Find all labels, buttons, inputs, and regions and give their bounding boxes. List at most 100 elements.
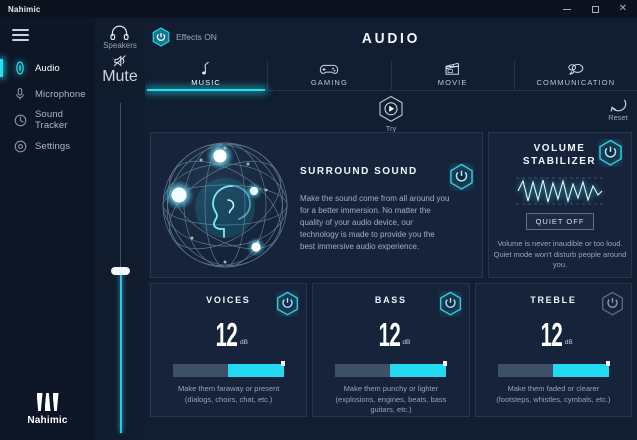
reset-arrow-icon <box>608 98 628 113</box>
voices-slider-fill <box>228 361 286 377</box>
treble-value: 12 <box>540 316 563 353</box>
voices-unit: dB <box>240 339 248 346</box>
page-title: AUDIO <box>361 30 421 47</box>
surround-title: SURROUND SOUND <box>300 165 418 177</box>
sidebar-item-microphone[interactable]: Microphone <box>0 81 95 107</box>
close-button[interactable]: ✕ <box>609 0 637 18</box>
treble-slider-track <box>497 364 553 377</box>
bass-value: 12 <box>378 316 400 353</box>
main-content: Effects ON AUDIO MUSIC GAMING <box>145 18 637 440</box>
try-label: Try <box>385 124 397 133</box>
voices-slider[interactable] <box>173 361 286 377</box>
try-button[interactable]: Try <box>378 95 404 133</box>
gamepad-icon <box>319 61 339 76</box>
tab-gaming[interactable]: GAMING <box>268 60 392 90</box>
sidebar: Audio Microphone Sound Tracker Settings <box>0 18 95 440</box>
panel-row-bottom: VOICES 12 dB Make them faraway or presen… <box>150 283 632 417</box>
treble-description: Make them faded or clearer (footsteps, w… <box>496 384 611 404</box>
tab-movie[interactable]: MOVIE <box>392 60 515 90</box>
reset-button[interactable]: Reset <box>608 98 628 122</box>
nahimic-logo-mark <box>36 393 59 411</box>
treble-unit: dB <box>564 339 573 346</box>
action-row: Try Reset <box>145 91 637 133</box>
quiet-mode-button[interactable]: QUIET OFF <box>525 213 595 230</box>
surround-sphere-visual <box>154 134 296 276</box>
bass-power-toggle[interactable] <box>439 291 462 317</box>
sound-tracker-icon <box>12 112 28 128</box>
surround-description: Make the sound come from all around you … <box>300 194 450 251</box>
hamburger-line <box>12 39 29 41</box>
close-icon: ✕ <box>618 3 628 14</box>
headphones-icon <box>110 24 130 40</box>
output-device-label: Speakers <box>103 41 137 50</box>
bass-value-group: 12 dB <box>372 316 411 353</box>
panel-grid: SURROUND SOUND Make the sound come from … <box>145 132 637 417</box>
hamburger-line <box>12 34 29 36</box>
volume-slider-handle[interactable] <box>111 267 130 275</box>
sidebar-item-label: Sound Tracker <box>35 109 68 131</box>
bass-slider-fill <box>390 361 448 377</box>
maximize-icon <box>591 5 599 13</box>
mute-label: Mute <box>102 68 138 85</box>
surround-text-block: SURROUND SOUND Make the sound come from … <box>296 157 482 253</box>
treble-slider-fill <box>552 361 610 377</box>
volume-column: Speakers Mute <box>95 18 145 440</box>
voices-power-toggle[interactable] <box>276 291 299 317</box>
bass-unit: dB <box>402 339 411 346</box>
voices-slider-handle[interactable] <box>281 361 286 366</box>
maximize-button[interactable] <box>581 0 609 18</box>
bass-description: Make them punchy or lighter (explosions,… <box>335 384 447 414</box>
sidebar-item-settings[interactable]: Settings <box>0 133 95 159</box>
stabilizer-power-toggle[interactable] <box>598 139 623 167</box>
logo-bar <box>36 393 43 411</box>
treble-power-toggle[interactable] <box>601 291 624 317</box>
minimize-button[interactable] <box>553 0 581 18</box>
brand-name: Nahimic <box>27 415 68 426</box>
reset-label: Reset <box>608 113 628 122</box>
treble-slider[interactable] <box>497 361 610 377</box>
treble-title: TREBLE <box>530 295 577 306</box>
stabilizer-title-line2: STABILIZER <box>523 155 597 167</box>
voices-title: VOICES <box>206 295 251 306</box>
tab-label: GAMING <box>310 78 348 87</box>
bass-slider[interactable] <box>335 361 448 377</box>
mute-icon <box>112 54 128 68</box>
stabilizer-title: VOLUME STABILIZER <box>523 142 596 168</box>
volume-slider[interactable] <box>111 103 130 433</box>
logo-bar <box>52 393 59 411</box>
mute-button[interactable]: Mute <box>102 54 138 86</box>
sidebar-item-audio[interactable]: Audio <box>0 55 95 81</box>
volume-slider-fill <box>119 270 122 433</box>
sidebar-item-label: Settings <box>35 140 71 152</box>
voices-value-group: 12 dB <box>209 316 248 353</box>
power-icon <box>152 27 170 47</box>
voices-description: Make them faraway or present (dialogs, c… <box>178 384 280 404</box>
bass-slider-track <box>335 364 391 377</box>
hamburger-icon[interactable] <box>12 29 29 41</box>
main-header: Effects ON AUDIO <box>145 18 637 60</box>
clapperboard-icon <box>444 61 461 76</box>
voices-value: 12 <box>215 316 238 353</box>
tab-label: MOVIE <box>437 78 468 87</box>
tab-bar: MUSIC GAMING MOVIE COMMUNICATION <box>145 60 637 91</box>
minimize-icon <box>563 8 571 10</box>
tab-label: MUSIC <box>191 78 221 87</box>
tab-music[interactable]: MUSIC <box>145 60 269 91</box>
chat-bubble-icon <box>566 61 586 76</box>
bass-slider-handle[interactable] <box>443 361 448 366</box>
voices-panel: VOICES 12 dB Make them faraway or presen… <box>150 283 308 417</box>
logo-bar <box>44 393 51 411</box>
surround-power-toggle[interactable] <box>449 163 474 191</box>
stabilizer-description: Volume is never inaudible or too loud. Q… <box>493 239 627 269</box>
treble-slider-handle[interactable] <box>605 361 610 366</box>
effects-toggle[interactable]: Effects ON <box>152 27 217 47</box>
microphone-icon <box>12 86 28 102</box>
tab-communication[interactable]: COMMUNICATION <box>515 60 637 90</box>
title-bar: Nahimic ✕ <box>0 0 637 18</box>
brand-logo: Nahimic <box>0 393 95 426</box>
sidebar-item-sound-tracker[interactable]: Sound Tracker <box>0 107 95 133</box>
volume-stabilizer-panel: VOLUME STABILIZER QUIET OFF Volume is ne… <box>488 132 632 278</box>
play-icon <box>378 95 404 123</box>
output-device-button[interactable]: Speakers <box>103 24 137 50</box>
